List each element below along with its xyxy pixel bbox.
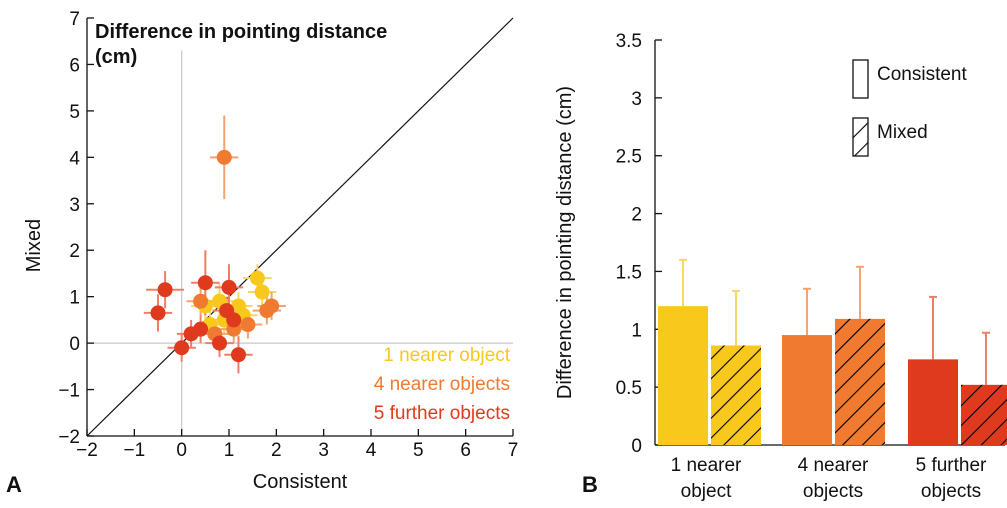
legend-swatch <box>852 117 869 157</box>
bars <box>658 306 1007 445</box>
y-tick-label: −1 <box>58 381 80 402</box>
legend-entry: 5 further objects <box>374 403 510 424</box>
bar-y-tick-label: 1.5 <box>616 262 642 283</box>
y-tick-label: −2 <box>58 427 80 448</box>
bar <box>658 306 708 445</box>
category-label-line: objects <box>803 481 863 502</box>
bar-y-tick-label: 0 <box>631 436 642 457</box>
identity-line <box>86 17 514 437</box>
scatter-legend: 1 nearer object 4 nearer objects 5 further… <box>374 345 511 424</box>
bar-y-tick-label: 0.5 <box>616 378 642 399</box>
data-point <box>216 149 232 165</box>
data-point <box>157 282 173 298</box>
bar-legend-entry: Consistent <box>852 59 967 99</box>
y-tick-label: 1 <box>69 288 80 309</box>
data-point <box>254 284 270 300</box>
scatter-title-line: Difference in pointing distance <box>95 21 387 43</box>
x-tick-label: 6 <box>460 440 471 461</box>
bar-hatch-overlay <box>835 318 885 445</box>
bar-legend-entry: Mixed <box>852 117 928 157</box>
bar-y-axis-label: Difference in pointing distance (cm) <box>554 86 576 399</box>
bar-hatch-overlay <box>711 345 761 445</box>
panel-label-b: B <box>582 472 598 497</box>
scatter-x-axis-label: Consistent <box>253 471 348 493</box>
bar-hatch-overlay <box>961 384 1007 445</box>
bar <box>782 335 832 445</box>
data-point <box>230 347 246 363</box>
data-point <box>212 335 228 351</box>
data-point <box>259 303 275 319</box>
data-point <box>221 279 237 295</box>
x-tick-label: 4 <box>366 440 377 461</box>
x-tick-label: 7 <box>508 440 519 461</box>
x-tick-label: 0 <box>176 440 187 461</box>
bar-y-tick-label: 2 <box>631 205 642 226</box>
x-tick-label: 3 <box>318 440 329 461</box>
bar-error-bars <box>679 258 990 385</box>
panel-label-a: A <box>6 472 22 497</box>
scatter-title-line: (cm) <box>95 46 137 68</box>
data-point <box>219 303 235 319</box>
category-label-line: objects <box>921 481 981 502</box>
legend-entry: 1 nearer object <box>383 345 510 366</box>
data-point <box>150 305 166 321</box>
x-tick-label: 5 <box>413 440 424 461</box>
y-tick-label: 5 <box>69 102 80 123</box>
scatter-title: Difference in pointing distance (cm) <box>95 21 387 68</box>
x-tick-label: −2 <box>76 440 98 461</box>
category-label-line: 1 nearer <box>671 455 742 476</box>
legend-entry: 4 nearer objects <box>374 374 510 395</box>
category-label-line: 4 nearer <box>798 455 869 476</box>
bar-legend: Consistent Mixed <box>852 59 967 157</box>
data-point <box>197 275 213 291</box>
bar <box>908 359 958 445</box>
scatter-axes: −2 −1 0 1 2 3 4 5 6 7 −2 −1 0 1 2 3 4 5 6 7 <box>58 9 518 461</box>
data-point <box>249 270 265 286</box>
scatter-y-axis-label: Mixed <box>23 219 45 272</box>
y-tick-label: 7 <box>69 9 80 30</box>
data-point <box>240 317 256 333</box>
identity-diagonal <box>86 17 514 437</box>
y-tick-label: 0 <box>69 334 80 355</box>
data-point <box>174 340 190 356</box>
legend-swatch <box>852 59 869 99</box>
data-point <box>193 321 209 337</box>
legend-label: Consistent <box>877 64 967 85</box>
y-tick-label: 3 <box>69 195 80 216</box>
x-tick-label: 2 <box>271 440 282 461</box>
y-tick-label: 4 <box>69 148 80 169</box>
y-tick-label: 2 <box>69 241 80 262</box>
bar-category-labels: 1 nearer object 4 nearer objects 5 further ob… <box>671 455 987 502</box>
x-tick-label: 1 <box>224 440 235 461</box>
legend-label: Mixed <box>877 122 928 143</box>
x-tick-label: −1 <box>123 440 145 461</box>
reference-lines <box>87 50 513 436</box>
data-point <box>193 293 209 309</box>
bar-panel: 0 0.5 1 1.5 2 2.5 3 3.5 Consistent Mixed 1 neare… <box>554 31 1007 502</box>
bar-y-tick-label: 3.5 <box>616 31 642 52</box>
bar-y-tick-label: 1 <box>631 320 642 341</box>
bar-y-tick-label: 3 <box>631 89 642 110</box>
category-label-line: object <box>681 481 732 502</box>
y-tick-label: 6 <box>69 55 80 76</box>
scatter-points <box>143 115 286 374</box>
category-label-line: 5 further <box>916 455 987 476</box>
bar-y-tick-label: 2.5 <box>616 147 642 168</box>
scatter-panel: −2 −1 0 1 2 3 4 5 6 7 −2 −1 0 1 2 3 4 5 6 7 Difference in p… <box>6 9 518 497</box>
